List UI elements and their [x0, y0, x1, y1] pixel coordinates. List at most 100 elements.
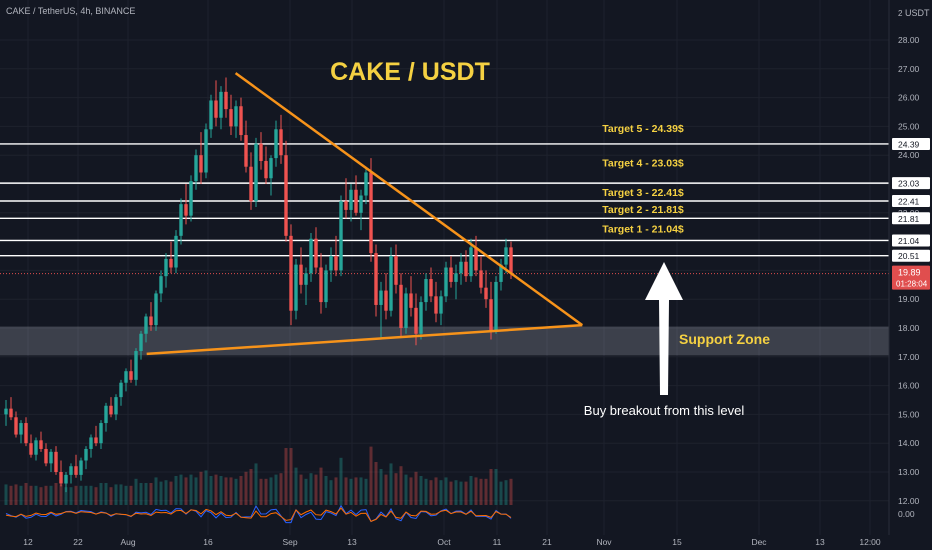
- candle-body: [99, 423, 103, 444]
- candle-body: [389, 256, 393, 311]
- candle-body: [399, 284, 403, 328]
- candle-body: [194, 155, 198, 182]
- volume-bar: [134, 478, 138, 505]
- target-labels: Target 5 - 24.39$ Target 4 - 23.03$ Target…: [602, 123, 684, 236]
- candle-body: [214, 100, 218, 118]
- candle-body: [419, 302, 423, 334]
- candle-body: [124, 371, 128, 383]
- time-tick-label: 22: [73, 537, 83, 547]
- candle-body: [429, 279, 433, 297]
- candle-body: [394, 256, 398, 285]
- volume-bar: [444, 477, 448, 505]
- current-price-label: 19.89: [898, 268, 921, 278]
- currency-label[interactable]: USDT: [905, 8, 930, 18]
- candle-body: [179, 204, 183, 236]
- price-axis[interactable]: 28.0027.0026.0025.0024.0023.0022.0021.00…: [892, 35, 930, 519]
- volume-bar: [364, 478, 368, 505]
- candle-body: [59, 472, 63, 484]
- volume-bar: [294, 467, 298, 505]
- candle-body: [264, 160, 268, 179]
- volume-bar: [144, 483, 148, 505]
- volume-bar: [319, 467, 323, 505]
- candle-body: [219, 91, 223, 118]
- candle-body: [244, 135, 248, 167]
- candle-body: [444, 267, 448, 297]
- candle-body: [424, 279, 428, 303]
- volume-bar: [349, 478, 353, 505]
- volume-bar: [189, 474, 193, 505]
- candle-body: [434, 296, 438, 314]
- volume-bar: [509, 478, 513, 505]
- oscillator-line: [5, 504, 512, 524]
- time-tick-label: 13: [815, 537, 825, 547]
- candle-body: [284, 155, 288, 236]
- volume-bar: [139, 483, 143, 505]
- volume-bar: [199, 471, 203, 505]
- level-price-label: 20.51: [898, 251, 920, 261]
- candle-body: [509, 247, 513, 274]
- candle-body: [164, 258, 168, 277]
- volume-bar: [354, 477, 358, 505]
- candle-body: [319, 267, 323, 303]
- candle-body: [109, 405, 113, 415]
- candle-body: [189, 181, 193, 216]
- volume-bar: [169, 481, 173, 505]
- volume-bar: [424, 478, 428, 505]
- volume-bar: [194, 477, 198, 505]
- volume-bar: [309, 473, 313, 505]
- candle-body: [14, 417, 18, 435]
- price-tick-label: 27.00: [898, 64, 920, 74]
- volume-bar: [209, 476, 213, 505]
- candle-body: [134, 351, 138, 380]
- currency-prefix: 2: [898, 9, 903, 18]
- candle-body: [74, 466, 78, 475]
- time-axis[interactable]: 12 22 Aug 16 Sep 13 Oct 11 21 Nov 15 Dec 13 12:00: [23, 537, 881, 547]
- upper-trendline: [234, 72, 584, 327]
- candle-body: [79, 460, 83, 475]
- volume-bar: [184, 477, 188, 505]
- price-tick-label: 25.00: [898, 121, 920, 131]
- volume-bar: [109, 487, 113, 505]
- volume-bar: [44, 485, 48, 505]
- volume-bar: [204, 470, 208, 505]
- candle-body: [404, 293, 408, 328]
- candle-body: [174, 235, 178, 268]
- volume-bar: [74, 485, 78, 505]
- volume-bar: [164, 480, 168, 505]
- volume-bar: [274, 474, 278, 505]
- volume-bar: [249, 469, 253, 505]
- price-tick-label: 16.00: [898, 381, 920, 391]
- volume-bar: [4, 484, 8, 505]
- volume-bar: [329, 480, 333, 505]
- price-tick-label: 17.00: [898, 352, 920, 362]
- volume-bar: [214, 474, 218, 505]
- candle-body: [104, 405, 108, 424]
- candle-body: [39, 440, 43, 449]
- candle-body: [34, 440, 38, 455]
- volume-bar: [449, 481, 453, 505]
- volume-bar: [14, 484, 18, 505]
- volume-bar: [254, 463, 258, 505]
- volume-bar: [484, 478, 488, 505]
- candle-body: [334, 256, 338, 271]
- candle-body: [269, 158, 273, 179]
- volume-bar: [374, 462, 378, 505]
- candle-body: [344, 201, 348, 210]
- volume-bar: [24, 483, 28, 505]
- support-zone-label: Support Zone: [679, 331, 770, 347]
- price-tick-label: 14.00: [898, 438, 920, 448]
- level-price-label: 21.04: [898, 236, 920, 246]
- volume-bar: [279, 473, 283, 505]
- volume-bar: [429, 480, 433, 505]
- volume-bar: [179, 474, 183, 505]
- candle-body: [364, 172, 368, 196]
- volume-bar: [224, 477, 228, 505]
- triangle-trendlines: [146, 72, 584, 356]
- volume-bar: [499, 481, 503, 505]
- candle-body: [449, 267, 453, 282]
- time-tick-label: 21: [542, 537, 552, 547]
- candle-body: [479, 270, 483, 288]
- volume-bar: [84, 485, 88, 505]
- volume-bar: [229, 477, 233, 505]
